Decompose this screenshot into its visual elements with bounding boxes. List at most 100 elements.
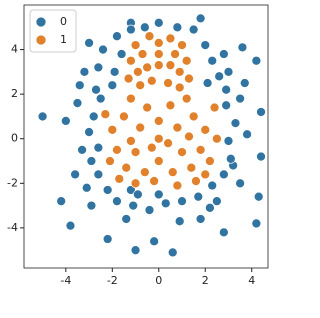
point	[93, 62, 104, 73]
legend-marker	[35, 34, 47, 46]
point	[174, 67, 185, 77]
point	[84, 38, 94, 48]
point	[123, 73, 134, 84]
point	[37, 111, 48, 122]
point	[212, 196, 222, 206]
point	[112, 145, 122, 155]
point	[77, 145, 87, 155]
point	[137, 49, 148, 59]
point	[112, 31, 122, 42]
point	[170, 49, 180, 59]
x-tick-label: 4	[248, 274, 255, 287]
point	[139, 167, 150, 178]
point	[60, 116, 71, 126]
point	[153, 60, 164, 71]
point	[116, 49, 127, 59]
point	[153, 116, 164, 126]
point	[167, 167, 178, 178]
point	[235, 93, 245, 104]
point	[200, 124, 211, 135]
point	[209, 102, 220, 113]
point	[153, 49, 164, 59]
point	[212, 133, 222, 144]
point	[184, 73, 194, 84]
point	[218, 227, 229, 238]
point	[235, 178, 245, 189]
point	[114, 173, 125, 184]
point	[195, 145, 206, 155]
point	[186, 162, 197, 173]
point	[142, 62, 153, 73]
point	[207, 55, 218, 66]
point	[144, 31, 155, 42]
point	[146, 142, 157, 153]
point	[102, 234, 113, 244]
point	[153, 38, 164, 48]
point	[126, 136, 136, 146]
point	[107, 80, 118, 91]
point	[126, 93, 136, 104]
point	[126, 185, 136, 195]
point	[251, 218, 262, 229]
point	[93, 169, 104, 180]
point	[205, 202, 215, 213]
point	[165, 33, 176, 44]
point	[130, 147, 141, 157]
point	[184, 131, 194, 142]
point	[165, 100, 176, 111]
point	[174, 82, 185, 93]
y-tick-label: -4	[7, 221, 18, 234]
point	[188, 111, 199, 122]
point	[105, 156, 115, 166]
point	[230, 118, 241, 128]
y-tick-label: 2	[11, 87, 18, 100]
point	[146, 75, 157, 86]
point	[207, 180, 218, 191]
point	[223, 136, 234, 146]
point	[177, 147, 187, 157]
point	[139, 22, 150, 33]
point	[163, 138, 173, 149]
point	[239, 78, 250, 88]
point	[165, 60, 176, 71]
point	[200, 169, 211, 180]
point	[95, 93, 106, 104]
point	[253, 191, 264, 202]
point	[135, 80, 146, 91]
point	[56, 196, 67, 206]
plot-frame	[23, 4, 269, 269]
point	[128, 200, 139, 211]
point	[153, 133, 164, 144]
point	[81, 182, 92, 193]
y-tick-label: -2	[7, 176, 18, 189]
point	[195, 13, 206, 24]
point	[121, 162, 132, 173]
point	[167, 247, 178, 258]
point	[214, 71, 225, 82]
point	[174, 216, 185, 227]
point	[195, 214, 206, 224]
point	[153, 189, 164, 200]
point	[242, 129, 252, 140]
point	[172, 180, 183, 191]
point	[223, 67, 234, 77]
point	[126, 55, 136, 66]
point	[188, 24, 199, 35]
point	[93, 142, 104, 153]
point	[256, 151, 266, 162]
point	[119, 111, 129, 122]
point	[88, 111, 99, 122]
point	[221, 100, 232, 111]
point	[172, 22, 183, 33]
point	[153, 156, 164, 166]
point	[70, 169, 80, 180]
point	[86, 200, 97, 211]
point	[218, 169, 229, 180]
point	[177, 40, 187, 50]
y-tick-label: 4	[11, 43, 18, 56]
point	[200, 40, 211, 50]
point	[126, 24, 136, 35]
point	[149, 176, 159, 186]
point	[121, 214, 132, 224]
